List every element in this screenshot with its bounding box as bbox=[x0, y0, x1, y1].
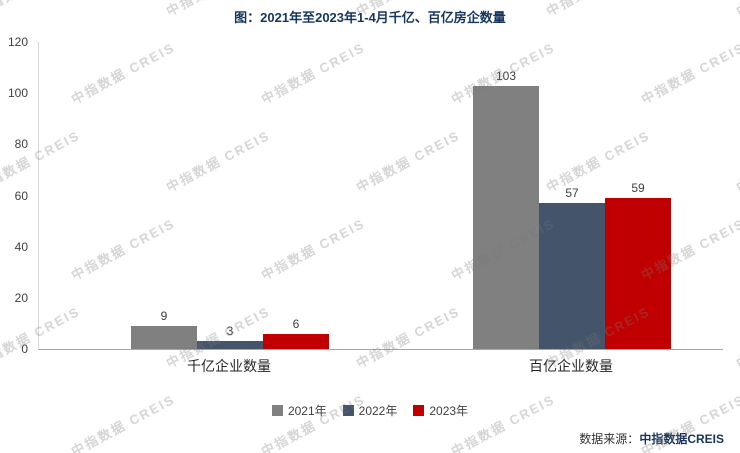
y-axis-tick-label: 60 bbox=[14, 188, 28, 203]
legend-label: 2023年 bbox=[429, 404, 469, 418]
bar-wrap: 6 bbox=[263, 317, 329, 349]
legend-label: 2022年 bbox=[358, 404, 398, 418]
bar-value-label: 59 bbox=[631, 181, 645, 196]
y-axis-tick-label: 100 bbox=[7, 86, 28, 101]
chart-legend: 2021年 2022年 2023年 bbox=[0, 402, 740, 419]
y-axis-tick-label: 120 bbox=[7, 35, 28, 49]
x-axis-category-label: 千亿企业数量 bbox=[187, 358, 271, 374]
bar-value-label: 9 bbox=[160, 308, 168, 323]
bar-2023年-千亿企业数量 bbox=[263, 333, 329, 349]
x-axis-category-label: 百亿企业数量 bbox=[529, 358, 613, 374]
legend-item-2021年: 2021年 bbox=[271, 402, 327, 419]
bar-group-百亿企业数量: 103 57 59 bbox=[401, 42, 740, 349]
y-axis: 0 20 40 60 80 100 120 bbox=[0, 35, 32, 356]
legend-swatch bbox=[413, 405, 425, 416]
bar-2021年-千亿企业数量 bbox=[131, 325, 197, 349]
bar-wrap: 3 bbox=[197, 324, 263, 349]
bar-value-label: 6 bbox=[292, 316, 300, 331]
watermark-text: 中指数据 CREIS bbox=[448, 391, 558, 453]
bar-wrap: 57 bbox=[539, 186, 605, 349]
plot-area: 9 3 6 103 57 59 bbox=[38, 42, 723, 350]
data-source-prefix: 数据来源： bbox=[579, 432, 640, 446]
bar-value-label: 57 bbox=[565, 186, 579, 201]
legend-swatch bbox=[271, 405, 283, 416]
bar-wrap: 103 bbox=[473, 68, 539, 349]
bar-value-label: 103 bbox=[495, 68, 517, 83]
bar-2022年-百亿企业数量 bbox=[539, 203, 605, 349]
data-source-name: 中指数据CREIS bbox=[639, 432, 724, 446]
bar-value-label: 3 bbox=[226, 324, 234, 339]
y-axis-tick-label: 80 bbox=[14, 137, 28, 152]
legend-label: 2021年 bbox=[287, 404, 327, 418]
y-axis-tick-label: 20 bbox=[14, 290, 28, 305]
bar-wrap: 9 bbox=[131, 309, 197, 349]
y-axis-tick-label: 0 bbox=[21, 342, 28, 356]
bar-2021年-百亿企业数量 bbox=[473, 85, 539, 349]
y-axis-tick-label: 40 bbox=[14, 239, 28, 254]
chart-title: 图：2021年至2023年1-4月千亿、百亿房企数量 bbox=[234, 10, 506, 25]
x-axis: 千亿企业数量 百亿企业数量 bbox=[38, 356, 722, 376]
legend-item-2023年: 2023年 bbox=[413, 402, 468, 419]
bar-2023年-百亿企业数量 bbox=[605, 198, 671, 349]
legend-item-2022年: 2022年 bbox=[342, 402, 398, 419]
bar-wrap: 59 bbox=[605, 181, 671, 349]
data-source: 数据来源：中指数据CREIS bbox=[579, 430, 724, 447]
legend-swatch bbox=[342, 405, 354, 416]
bar-group-千亿企业数量: 9 3 6 bbox=[59, 42, 401, 349]
watermark-text: 中指数据 CREIS bbox=[258, 391, 368, 453]
watermark-text: 中指数据 CREIS bbox=[68, 391, 178, 453]
bar-2022年-千亿企业数量 bbox=[197, 341, 263, 349]
